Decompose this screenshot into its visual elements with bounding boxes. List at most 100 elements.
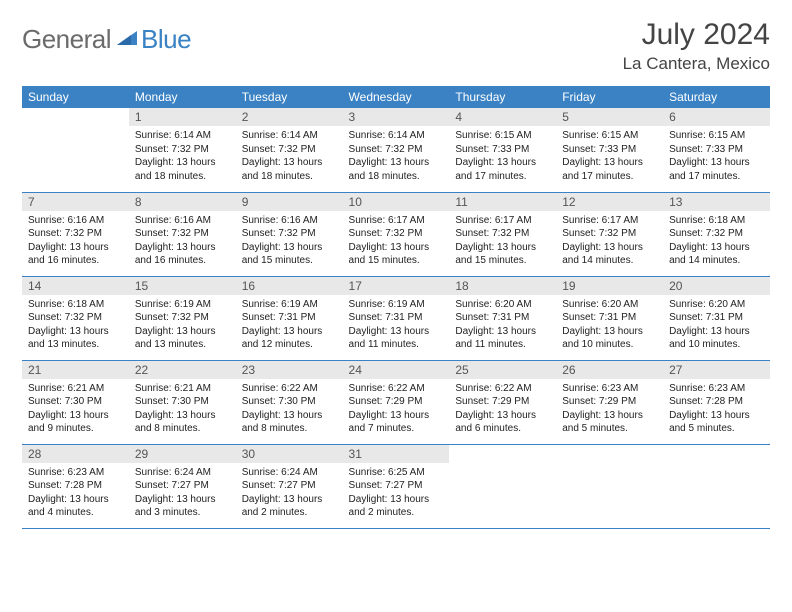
day-number: 16 xyxy=(236,277,343,295)
day-body: Sunrise: 6:23 AMSunset: 7:28 PMDaylight:… xyxy=(663,379,770,440)
calendar-row: 14Sunrise: 6:18 AMSunset: 7:32 PMDayligh… xyxy=(22,276,770,360)
day-body: Sunrise: 6:14 AMSunset: 7:32 PMDaylight:… xyxy=(129,126,236,187)
day-number: 15 xyxy=(129,277,236,295)
logo-triangle-icon xyxy=(117,29,139,47)
day-body: Sunrise: 6:17 AMSunset: 7:32 PMDaylight:… xyxy=(449,211,556,272)
calendar-cell: 1Sunrise: 6:14 AMSunset: 7:32 PMDaylight… xyxy=(129,108,236,192)
day-body: Sunrise: 6:22 AMSunset: 7:30 PMDaylight:… xyxy=(236,379,343,440)
day-number: 19 xyxy=(556,277,663,295)
day-number: 9 xyxy=(236,193,343,211)
day-body: Sunrise: 6:15 AMSunset: 7:33 PMDaylight:… xyxy=(449,126,556,187)
day-number: 22 xyxy=(129,361,236,379)
day-number: 7 xyxy=(22,193,129,211)
calendar-row: 1Sunrise: 6:14 AMSunset: 7:32 PMDaylight… xyxy=(22,108,770,192)
day-number: 12 xyxy=(556,193,663,211)
day-body: Sunrise: 6:24 AMSunset: 7:27 PMDaylight:… xyxy=(129,463,236,524)
calendar-cell: 13Sunrise: 6:18 AMSunset: 7:32 PMDayligh… xyxy=(663,192,770,276)
day-body: Sunrise: 6:17 AMSunset: 7:32 PMDaylight:… xyxy=(343,211,450,272)
calendar-cell xyxy=(663,444,770,528)
calendar-cell: 3Sunrise: 6:14 AMSunset: 7:32 PMDaylight… xyxy=(343,108,450,192)
calendar-cell: 17Sunrise: 6:19 AMSunset: 7:31 PMDayligh… xyxy=(343,276,450,360)
day-body: Sunrise: 6:22 AMSunset: 7:29 PMDaylight:… xyxy=(343,379,450,440)
day-number: 20 xyxy=(663,277,770,295)
calendar-cell: 15Sunrise: 6:19 AMSunset: 7:32 PMDayligh… xyxy=(129,276,236,360)
day-number: 24 xyxy=(343,361,450,379)
calendar-cell: 4Sunrise: 6:15 AMSunset: 7:33 PMDaylight… xyxy=(449,108,556,192)
day-body: Sunrise: 6:20 AMSunset: 7:31 PMDaylight:… xyxy=(663,295,770,356)
day-number: 27 xyxy=(663,361,770,379)
day-number xyxy=(449,445,556,463)
weekday-header-row: SundayMondayTuesdayWednesdayThursdayFrid… xyxy=(22,86,770,108)
weekday-header: Tuesday xyxy=(236,86,343,108)
day-number: 1 xyxy=(129,108,236,126)
calendar-cell: 11Sunrise: 6:17 AMSunset: 7:32 PMDayligh… xyxy=(449,192,556,276)
title-block: July 2024 La Cantera, Mexico xyxy=(623,18,770,74)
day-body: Sunrise: 6:23 AMSunset: 7:28 PMDaylight:… xyxy=(22,463,129,524)
calendar-cell: 27Sunrise: 6:23 AMSunset: 7:28 PMDayligh… xyxy=(663,360,770,444)
calendar-row: 28Sunrise: 6:23 AMSunset: 7:28 PMDayligh… xyxy=(22,444,770,528)
weekday-header: Sunday xyxy=(22,86,129,108)
day-number: 10 xyxy=(343,193,450,211)
day-number: 31 xyxy=(343,445,450,463)
calendar-cell: 6Sunrise: 6:15 AMSunset: 7:33 PMDaylight… xyxy=(663,108,770,192)
calendar-cell: 8Sunrise: 6:16 AMSunset: 7:32 PMDaylight… xyxy=(129,192,236,276)
weekday-header: Saturday xyxy=(663,86,770,108)
calendar-cell: 30Sunrise: 6:24 AMSunset: 7:27 PMDayligh… xyxy=(236,444,343,528)
day-body: Sunrise: 6:18 AMSunset: 7:32 PMDaylight:… xyxy=(663,211,770,272)
day-body: Sunrise: 6:20 AMSunset: 7:31 PMDaylight:… xyxy=(556,295,663,356)
weekday-header: Monday xyxy=(129,86,236,108)
calendar-cell: 20Sunrise: 6:20 AMSunset: 7:31 PMDayligh… xyxy=(663,276,770,360)
day-body: Sunrise: 6:15 AMSunset: 7:33 PMDaylight:… xyxy=(556,126,663,187)
day-number: 3 xyxy=(343,108,450,126)
calendar-cell: 10Sunrise: 6:17 AMSunset: 7:32 PMDayligh… xyxy=(343,192,450,276)
day-number: 21 xyxy=(22,361,129,379)
calendar-body: 1Sunrise: 6:14 AMSunset: 7:32 PMDaylight… xyxy=(22,108,770,528)
day-body: Sunrise: 6:16 AMSunset: 7:32 PMDaylight:… xyxy=(22,211,129,272)
day-number: 14 xyxy=(22,277,129,295)
calendar-cell: 22Sunrise: 6:21 AMSunset: 7:30 PMDayligh… xyxy=(129,360,236,444)
day-body: Sunrise: 6:19 AMSunset: 7:32 PMDaylight:… xyxy=(129,295,236,356)
day-number: 18 xyxy=(449,277,556,295)
location-label: La Cantera, Mexico xyxy=(623,54,770,74)
day-body: Sunrise: 6:23 AMSunset: 7:29 PMDaylight:… xyxy=(556,379,663,440)
calendar-row: 7Sunrise: 6:16 AMSunset: 7:32 PMDaylight… xyxy=(22,192,770,276)
day-number: 2 xyxy=(236,108,343,126)
day-number: 5 xyxy=(556,108,663,126)
calendar-cell: 31Sunrise: 6:25 AMSunset: 7:27 PMDayligh… xyxy=(343,444,450,528)
day-number: 25 xyxy=(449,361,556,379)
calendar-row: 21Sunrise: 6:21 AMSunset: 7:30 PMDayligh… xyxy=(22,360,770,444)
logo-text-general: General xyxy=(22,24,111,55)
day-number: 8 xyxy=(129,193,236,211)
day-body: Sunrise: 6:17 AMSunset: 7:32 PMDaylight:… xyxy=(556,211,663,272)
day-number: 28 xyxy=(22,445,129,463)
day-number: 6 xyxy=(663,108,770,126)
day-body: Sunrise: 6:16 AMSunset: 7:32 PMDaylight:… xyxy=(129,211,236,272)
page-title: July 2024 xyxy=(623,18,770,52)
calendar-cell: 21Sunrise: 6:21 AMSunset: 7:30 PMDayligh… xyxy=(22,360,129,444)
day-number xyxy=(663,445,770,463)
day-body: Sunrise: 6:14 AMSunset: 7:32 PMDaylight:… xyxy=(236,126,343,187)
logo: General Blue xyxy=(22,24,191,55)
day-number: 26 xyxy=(556,361,663,379)
day-number: 11 xyxy=(449,193,556,211)
calendar-cell: 2Sunrise: 6:14 AMSunset: 7:32 PMDaylight… xyxy=(236,108,343,192)
day-number: 17 xyxy=(343,277,450,295)
calendar-cell: 24Sunrise: 6:22 AMSunset: 7:29 PMDayligh… xyxy=(343,360,450,444)
calendar-cell: 26Sunrise: 6:23 AMSunset: 7:29 PMDayligh… xyxy=(556,360,663,444)
calendar-cell xyxy=(556,444,663,528)
weekday-header: Friday xyxy=(556,86,663,108)
day-body: Sunrise: 6:25 AMSunset: 7:27 PMDaylight:… xyxy=(343,463,450,524)
header: General Blue July 2024 La Cantera, Mexic… xyxy=(22,18,770,74)
weekday-header: Thursday xyxy=(449,86,556,108)
calendar-cell: 18Sunrise: 6:20 AMSunset: 7:31 PMDayligh… xyxy=(449,276,556,360)
calendar-cell: 23Sunrise: 6:22 AMSunset: 7:30 PMDayligh… xyxy=(236,360,343,444)
day-body: Sunrise: 6:22 AMSunset: 7:29 PMDaylight:… xyxy=(449,379,556,440)
calendar-cell: 19Sunrise: 6:20 AMSunset: 7:31 PMDayligh… xyxy=(556,276,663,360)
day-body: Sunrise: 6:21 AMSunset: 7:30 PMDaylight:… xyxy=(129,379,236,440)
day-number: 4 xyxy=(449,108,556,126)
day-body: Sunrise: 6:14 AMSunset: 7:32 PMDaylight:… xyxy=(343,126,450,187)
day-body: Sunrise: 6:15 AMSunset: 7:33 PMDaylight:… xyxy=(663,126,770,187)
calendar-cell: 9Sunrise: 6:16 AMSunset: 7:32 PMDaylight… xyxy=(236,192,343,276)
logo-text-blue: Blue xyxy=(141,24,191,55)
calendar-cell: 16Sunrise: 6:19 AMSunset: 7:31 PMDayligh… xyxy=(236,276,343,360)
